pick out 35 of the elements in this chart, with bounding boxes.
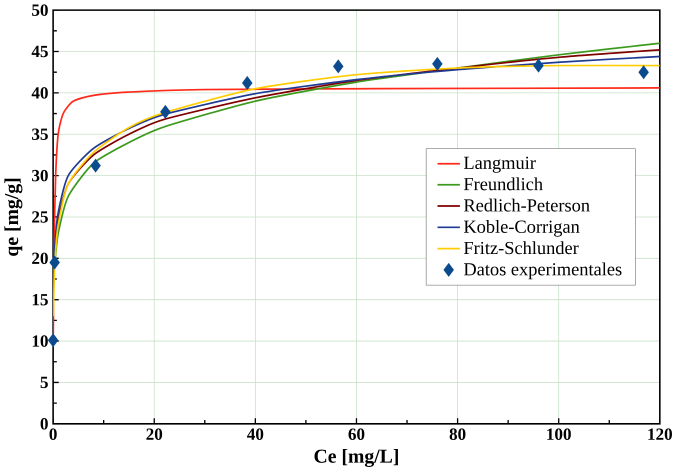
x-tick-label: 100 [547, 428, 571, 440]
x-tick-label: 80 [450, 428, 466, 440]
y-tick-label: 15 [32, 294, 48, 306]
x-tick-label: 40 [247, 428, 264, 440]
y-tick-label: 40 [32, 86, 48, 98]
x-tick-label: 60 [348, 428, 364, 440]
point [638, 65, 649, 79]
y-tick-label: 50 [32, 4, 48, 16]
x-tick-label: 20 [146, 428, 162, 440]
y-tick-label: 10 [32, 335, 48, 347]
x-tick-label: 0 [50, 428, 57, 440]
point [533, 58, 544, 72]
legend-label: Redlich-Peterson [464, 198, 590, 212]
legend-label: Datos experimentales [464, 262, 622, 280]
y-tick-label: 25 [32, 211, 48, 223]
legend-label: Fritz-Schlunder [464, 241, 579, 254]
point [160, 104, 171, 119]
legend-label: Koble-Corrigan [464, 220, 580, 237]
point [432, 56, 443, 71]
point [333, 59, 344, 74]
point [49, 255, 60, 270]
y-tick-label: 35 [32, 128, 48, 140]
point [48, 333, 58, 347]
legend-label: Freundlich [464, 177, 543, 190]
y-tick-label: 20 [32, 252, 48, 264]
y-tick-label: 0 [40, 418, 48, 430]
legend-label: Langmuir [464, 156, 536, 173]
point [242, 76, 252, 90]
x-tick-label: 120 [648, 428, 672, 440]
point [90, 158, 101, 172]
x-axis-title: Ce [mg/L] [314, 448, 398, 467]
y-tick-label: 5 [40, 376, 48, 388]
y-axis-title: qe [mg/g] [4, 178, 22, 256]
y-tick-label: 30 [32, 170, 48, 182]
y-tick-label: 45 [32, 46, 48, 58]
